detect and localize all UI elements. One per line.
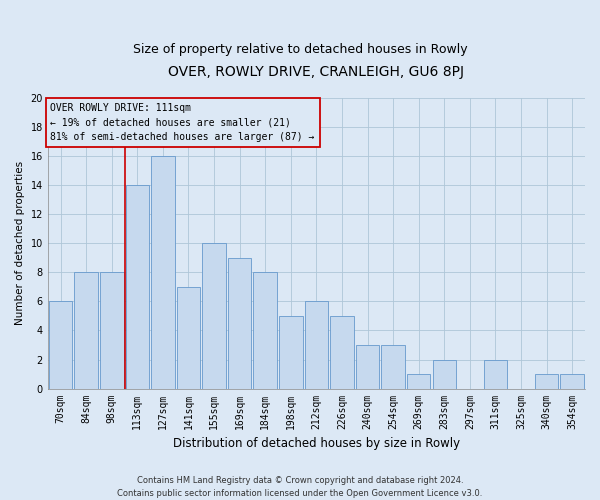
Bar (560, 374, 584, 388)
Bar (74, 272, 98, 388)
Bar (330, 316, 354, 388)
Bar (228, 258, 251, 388)
Bar (202, 244, 226, 388)
Bar (125, 186, 149, 388)
X-axis label: Distribution of detached houses by size in Rowly: Distribution of detached houses by size … (173, 437, 460, 450)
Bar (151, 156, 175, 388)
Bar (279, 316, 302, 388)
Text: OVER ROWLY DRIVE: 111sqm
← 19% of detached houses are smaller (21)
81% of semi-d: OVER ROWLY DRIVE: 111sqm ← 19% of detach… (50, 102, 315, 142)
Bar (407, 374, 430, 388)
Text: Size of property relative to detached houses in Rowly: Size of property relative to detached ho… (133, 42, 467, 56)
Bar (305, 302, 328, 388)
Bar (253, 272, 277, 388)
Bar (484, 360, 507, 388)
Bar (433, 360, 456, 388)
Bar (100, 272, 124, 388)
Text: Contains HM Land Registry data © Crown copyright and database right 2024.
Contai: Contains HM Land Registry data © Crown c… (118, 476, 482, 498)
Title: OVER, ROWLY DRIVE, CRANLEIGH, GU6 8PJ: OVER, ROWLY DRIVE, CRANLEIGH, GU6 8PJ (169, 65, 464, 79)
Y-axis label: Number of detached properties: Number of detached properties (15, 162, 25, 326)
Bar (49, 302, 73, 388)
Bar (382, 345, 405, 389)
Bar (356, 345, 379, 389)
Bar (177, 287, 200, 388)
Bar (535, 374, 559, 388)
